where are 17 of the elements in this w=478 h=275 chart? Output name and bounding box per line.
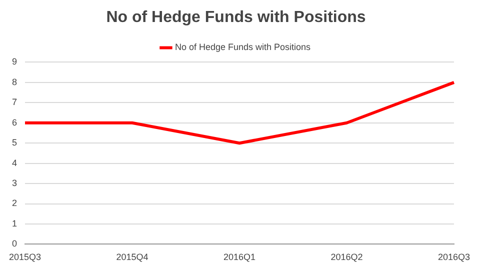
y-tick-label: 9 xyxy=(12,56,18,67)
x-tick-label: 2016Q2 xyxy=(330,252,363,262)
y-tick-label: 7 xyxy=(12,97,18,108)
y-tick-label: 0 xyxy=(12,238,18,249)
y-tick-label: 3 xyxy=(12,178,18,188)
x-tick-label: 2015Q3 xyxy=(8,252,42,262)
y-tick-label: 5 xyxy=(12,138,18,148)
x-tick-label: 2015Q4 xyxy=(116,252,148,262)
y-tick-label: 4 xyxy=(12,158,18,168)
x-tick-label: 2016Q1 xyxy=(223,252,256,262)
legend-label: No of Hedge Funds with Positions xyxy=(174,42,312,52)
y-tick-label: 1 xyxy=(12,218,18,228)
y-tick-label: 8 xyxy=(12,76,18,87)
y-tick-label: 6 xyxy=(12,117,18,128)
x-tick-label: 2016Q3 xyxy=(438,252,470,262)
y-tick-label: 2 xyxy=(12,198,18,208)
chart-title: No of Hedge Funds with Positions xyxy=(106,9,366,26)
